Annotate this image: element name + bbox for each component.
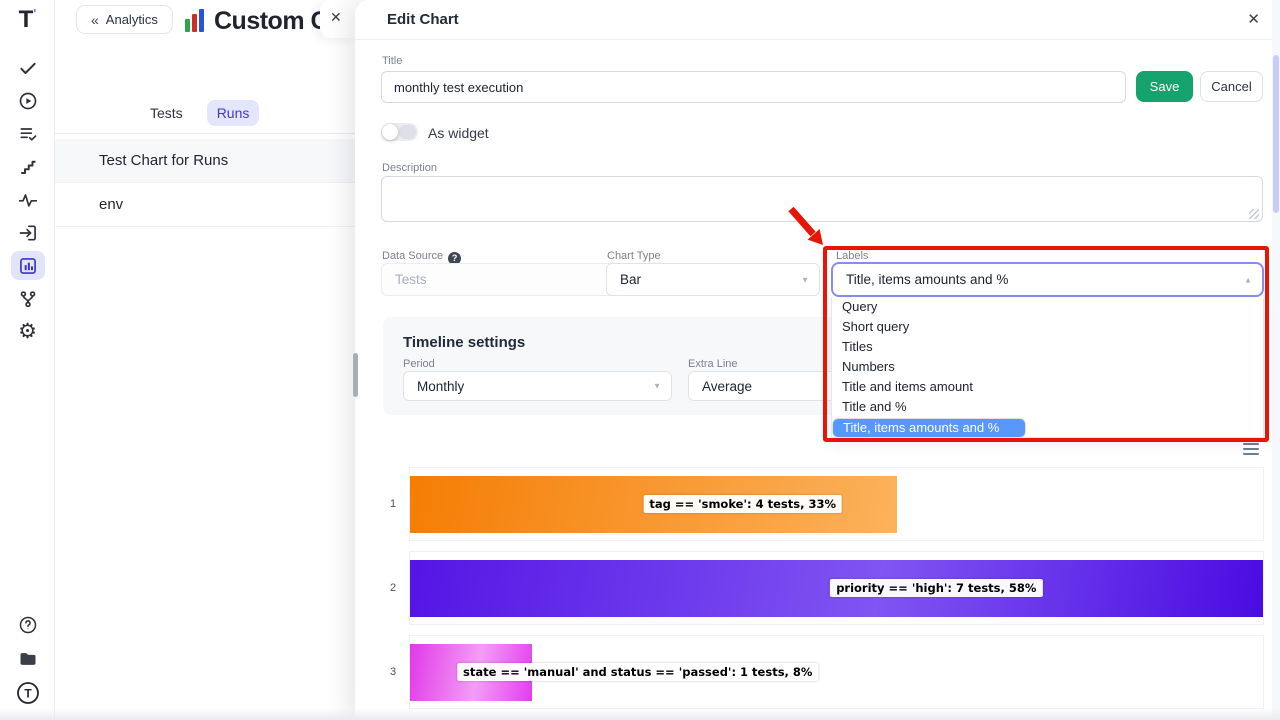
app-logo[interactable]: T' bbox=[18, 6, 37, 33]
chart-bar-label: tag == 'smoke': 4 tests, 33% bbox=[643, 495, 842, 513]
chart-bar-label: state == 'manual' and status == 'passed'… bbox=[457, 663, 819, 681]
caret-down-icon: ▼ bbox=[653, 381, 661, 391]
tab-tests[interactable]: Tests bbox=[150, 105, 183, 121]
chart-rows: 1 tag == 'smoke': 4 tests, 33% 2 priority =… bbox=[390, 467, 1264, 719]
period-select[interactable]: Monthly ▼ bbox=[403, 371, 672, 401]
close-icon[interactable]: ✕ bbox=[1247, 11, 1260, 28]
chevrons-left-icon: « bbox=[91, 11, 99, 28]
settings-gear-icon[interactable]: ⚙ bbox=[18, 320, 37, 343]
description-textarea[interactable] bbox=[381, 176, 1263, 222]
tabs-divider bbox=[55, 133, 355, 134]
panel-scrollbar-thumb[interactable] bbox=[1273, 55, 1279, 213]
extra-line-label: Extra Line bbox=[688, 358, 738, 370]
labels-option[interactable]: Titles bbox=[842, 339, 873, 355]
test-plans-list-icon[interactable] bbox=[11, 119, 45, 148]
chart-category-label: 1 bbox=[389, 498, 397, 510]
help-icon[interactable]: ? bbox=[448, 251, 462, 265]
chart-type-select[interactable]: Bar ▼ bbox=[606, 263, 820, 296]
title-field-label: Title bbox=[382, 55, 403, 67]
activity-pulse-icon[interactable] bbox=[11, 185, 45, 214]
notch-close-icon[interactable]: ✕ bbox=[330, 9, 342, 25]
custom-charts-panel: « Analytics Custom Ch Tests Runs Test Ch… bbox=[55, 0, 355, 720]
chart-category-label: 2 bbox=[389, 582, 397, 594]
labels-option[interactable]: Title, items amounts and % bbox=[832, 417, 1027, 438]
steps-icon[interactable] bbox=[11, 152, 45, 181]
as-widget-toggle[interactable] bbox=[381, 123, 418, 141]
timeline-settings-heading: Timeline settings bbox=[403, 334, 526, 351]
description-field-label: Description bbox=[382, 162, 438, 174]
sidebar-footer: T bbox=[0, 610, 55, 712]
svg-text:T: T bbox=[24, 686, 32, 700]
analytics-chart-icon[interactable] bbox=[10, 251, 45, 280]
main-sidebar: T' bbox=[0, 0, 55, 720]
chart-category-label: 3 bbox=[389, 666, 397, 678]
edit-chart-panel: Edit Chart ✕ Title Save Cancel As widget… bbox=[355, 0, 1280, 720]
back-to-analytics-button[interactable]: « Analytics bbox=[76, 5, 173, 34]
list-item-test-chart-for-runs[interactable]: Test Chart for Runs bbox=[55, 139, 355, 183]
bar-chart-emoji-icon bbox=[183, 9, 207, 33]
as-widget-label: As widget bbox=[428, 125, 489, 141]
chart-bar-row: 2 priority == 'high': 7 tests, 58% bbox=[390, 551, 1264, 625]
projects-folder-icon[interactable] bbox=[11, 644, 45, 673]
labels-option[interactable]: Numbers bbox=[842, 359, 895, 375]
import-box-icon[interactable] bbox=[11, 218, 45, 247]
back-button-label: Analytics bbox=[105, 12, 158, 27]
panel-scrollbar-track[interactable] bbox=[1272, 0, 1280, 720]
labels-option[interactable]: Short query bbox=[842, 319, 910, 335]
period-label: Period bbox=[403, 358, 435, 370]
caret-down-icon: ▼ bbox=[801, 275, 809, 284]
list-panel-scrollbar-thumb[interactable] bbox=[353, 353, 358, 397]
runs-play-icon[interactable] bbox=[11, 86, 45, 115]
branches-icon[interactable] bbox=[11, 284, 45, 313]
chart-bar-row: 3 state == 'manual' and status == 'passed… bbox=[390, 635, 1264, 709]
edit-chart-title: Edit Chart bbox=[387, 11, 459, 28]
labels-dropdown: Query Short query Titles Numbers Title and i… bbox=[831, 297, 1264, 438]
chart-title-input[interactable] bbox=[381, 71, 1126, 103]
save-button[interactable]: Save bbox=[1136, 71, 1193, 102]
tests-check-icon[interactable] bbox=[11, 53, 45, 82]
list-item-env[interactable]: env bbox=[55, 183, 355, 227]
labels-option[interactable]: Title and % bbox=[842, 399, 907, 415]
chart-menu-icon[interactable] bbox=[1243, 443, 1259, 455]
sidebar-nav: ⚙ bbox=[0, 53, 55, 350]
chart-bar-row: 1 tag == 'smoke': 4 tests, 33% bbox=[390, 467, 1264, 541]
cancel-button[interactable]: Cancel bbox=[1200, 71, 1263, 102]
chart-bar-label: priority == 'high': 7 tests, 58% bbox=[830, 579, 1043, 597]
testomat-logo-icon[interactable]: T bbox=[11, 678, 45, 707]
labels-option[interactable]: Title and items amount bbox=[842, 379, 974, 395]
tab-runs[interactable]: Runs bbox=[206, 100, 260, 126]
edit-chart-header: Edit Chart ✕ bbox=[355, 0, 1280, 40]
list-tabs: Tests Runs bbox=[140, 100, 260, 126]
help-circle-icon[interactable] bbox=[11, 610, 45, 639]
panel-close-notch[interactable]: ✕ bbox=[320, 0, 356, 38]
chart-type-label: Chart Type bbox=[607, 250, 661, 262]
labels-option[interactable]: Query bbox=[842, 299, 878, 314]
labels-label: Labels bbox=[836, 250, 869, 262]
data-source-label: Data Source? bbox=[382, 250, 462, 265]
labels-select[interactable]: Title, items amounts and % ▲ bbox=[831, 262, 1264, 297]
caret-up-icon: ▲ bbox=[1244, 275, 1252, 284]
